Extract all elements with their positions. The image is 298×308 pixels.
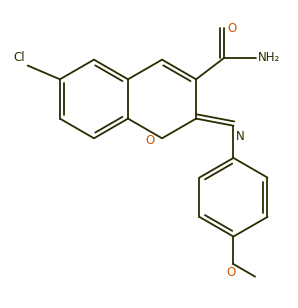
- Text: N: N: [236, 130, 245, 144]
- Text: NH₂: NH₂: [258, 51, 280, 64]
- Text: Cl: Cl: [13, 51, 24, 63]
- Text: O: O: [146, 134, 155, 147]
- Text: O: O: [227, 266, 236, 279]
- Text: O: O: [227, 22, 236, 35]
